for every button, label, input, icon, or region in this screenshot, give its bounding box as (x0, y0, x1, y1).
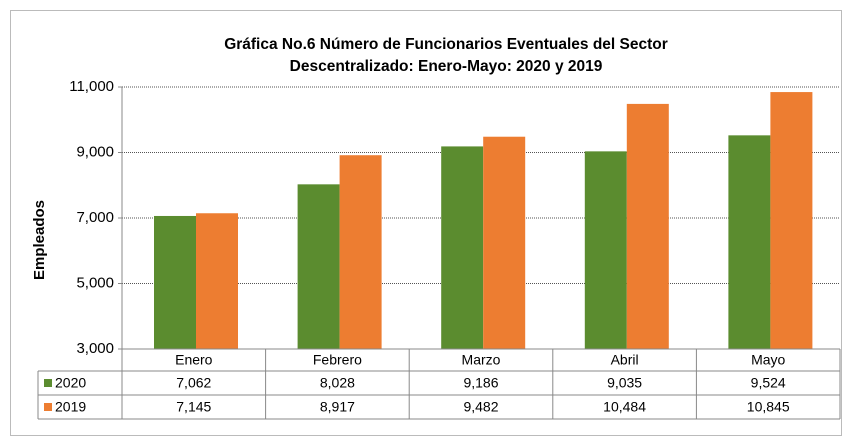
x-tick-label: Abril (611, 352, 639, 368)
bar (584, 151, 627, 349)
table-value: 10,845 (747, 399, 790, 415)
bar (626, 103, 669, 349)
table-value: 9,186 (463, 375, 498, 391)
bar (196, 213, 238, 349)
chart-border (10, 10, 842, 436)
y-axis-label: Empleados (31, 200, 48, 280)
x-tick-label: Febrero (313, 352, 362, 368)
table-value: 9,524 (751, 375, 786, 391)
y-tick-label: 11,000 (69, 78, 114, 95)
bar (770, 92, 813, 350)
bar (154, 215, 196, 349)
bar (483, 136, 526, 349)
legend-swatch (44, 403, 52, 411)
table-value: 7,062 (176, 375, 211, 391)
y-tick-label: 7,000 (76, 209, 114, 226)
x-tick-label: Marzo (462, 352, 501, 368)
legend-swatch (44, 379, 52, 387)
y-tick-label: 9,000 (76, 143, 114, 160)
table-value: 9,035 (607, 375, 642, 391)
x-tick-label: Mayo (751, 352, 785, 368)
y-tick-label: 5,000 (76, 274, 114, 291)
table-value: 8,917 (320, 399, 355, 415)
bar (339, 155, 382, 349)
bar (728, 135, 771, 349)
table-value: 9,482 (463, 399, 498, 415)
bar (441, 146, 484, 349)
legend-label: 2020 (55, 375, 86, 391)
y-tick-label: 3,000 (76, 340, 114, 357)
x-tick-label: Enero (175, 352, 213, 368)
bar (297, 184, 340, 349)
chart-title: Descentralizado: Enero-Mayo: 2020 y 2019 (290, 58, 603, 75)
legend-label: 2019 (55, 399, 86, 415)
table-value: 10,484 (603, 399, 646, 415)
table-value: 8,028 (320, 375, 355, 391)
table-value: 7,145 (176, 399, 211, 415)
chart-title: Gráfica No.6 Número de Funcionarios Even… (224, 36, 668, 53)
